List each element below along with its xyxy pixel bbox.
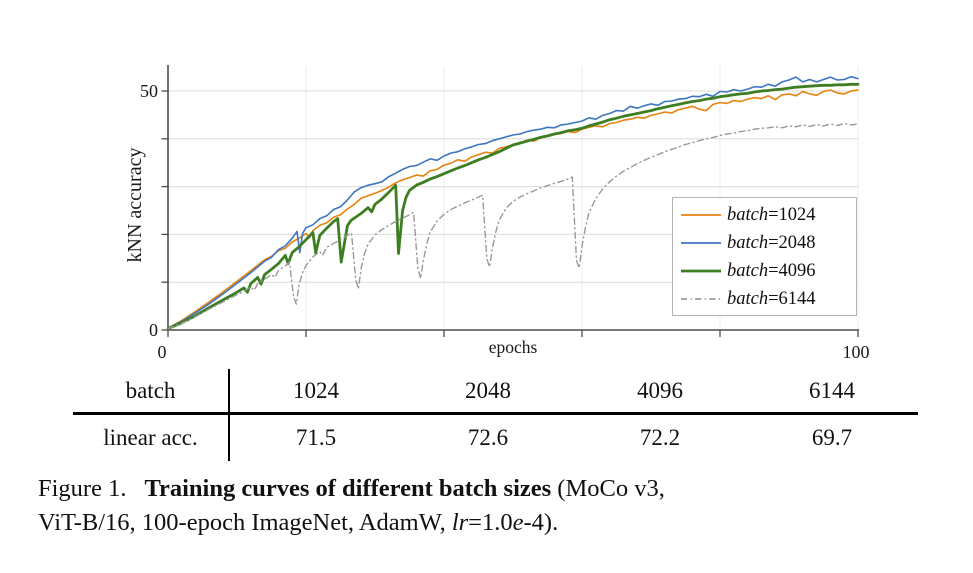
training-curves-chart: 50 0 0 100 epochs kNN accuracy (124, 65, 870, 362)
table-value-2048: 72.6 (467, 425, 509, 450)
legend-label: batch=4096 (727, 261, 816, 282)
plot-area (161, 65, 860, 337)
legend-label-batch-word: batch (727, 232, 769, 253)
legend-label: batch=1024 (727, 205, 816, 226)
caption-bold-title: Training curves of different batch sizes (144, 475, 552, 502)
table-col-2048: 2048 (402, 369, 574, 415)
legend-label-batch-word: batch (727, 288, 769, 309)
table-value-1024: 71.5 (295, 425, 337, 450)
x-axis-title: epochs (489, 337, 538, 357)
y-tick-label-50: 50 (140, 81, 158, 101)
caption-e-italic: e (512, 509, 524, 536)
legend-item-batch-6144: batch=6144 (673, 285, 856, 313)
caption-lr-italic: lr (451, 509, 469, 536)
table-value-6144: 69.7 (811, 425, 853, 450)
legend-label-value: =6144 (768, 288, 816, 309)
table-col-6144: 6144 (746, 369, 918, 415)
legend-line-sample-orange (681, 214, 721, 216)
table-value-4096: 72.2 (639, 425, 681, 450)
caption-lead-2: ViT-B/16, 100-epoch ImageNet, AdamW, (38, 509, 446, 536)
figure-caption: Figure 1. Training curves of different ba… (38, 472, 948, 540)
caption-mid-2: =1.0 (468, 509, 513, 536)
legend-label-batch-word: batch (727, 204, 769, 225)
x-tick-label-0: 0 (158, 342, 167, 362)
legend-item-batch-1024: batch=1024 (673, 201, 856, 229)
table-col-4096: 4096 (574, 369, 746, 415)
caption-tail-2: -4). (523, 509, 559, 536)
legend-item-batch-2048: batch=2048 (673, 229, 856, 257)
legend-line-sample-green (681, 269, 721, 273)
table-header-batch: batch (73, 369, 230, 415)
legend-label-batch-word: batch (727, 260, 769, 281)
legend-line-sample-blue (681, 242, 721, 244)
y-tick-label-0: 0 (149, 320, 158, 340)
legend-label: batch=2048 (727, 233, 816, 254)
legend-label-value: =2048 (768, 232, 816, 253)
table-col-1024: 1024 (230, 369, 402, 415)
caption-tail-1: (MoCo v3, (557, 475, 665, 502)
legend-line-sample-gray-dashdot (681, 298, 721, 300)
caption-line-2: ViT-B/16, 100-epoch ImageNet, AdamW, lr=… (38, 506, 948, 540)
x-tick-label-100: 100 (843, 342, 870, 362)
chart-legend: batch=1024 batch=2048 batch=4096 batch=6… (672, 197, 857, 316)
legend-label-value: =4096 (768, 260, 816, 281)
results-table: batch 1024 2048 4096 6144 linear acc. 71… (73, 369, 918, 461)
legend-label: batch=6144 (727, 289, 816, 310)
caption-figure-label: Figure 1. (38, 475, 127, 502)
caption-line-1: Figure 1. Training curves of different ba… (38, 472, 948, 506)
table-row-label-linear-acc: linear acc. (73, 415, 230, 461)
legend-label-value: =1024 (768, 204, 816, 225)
y-axis-title: kNN accuracy (124, 148, 146, 263)
legend-item-batch-4096: batch=4096 (673, 257, 856, 285)
